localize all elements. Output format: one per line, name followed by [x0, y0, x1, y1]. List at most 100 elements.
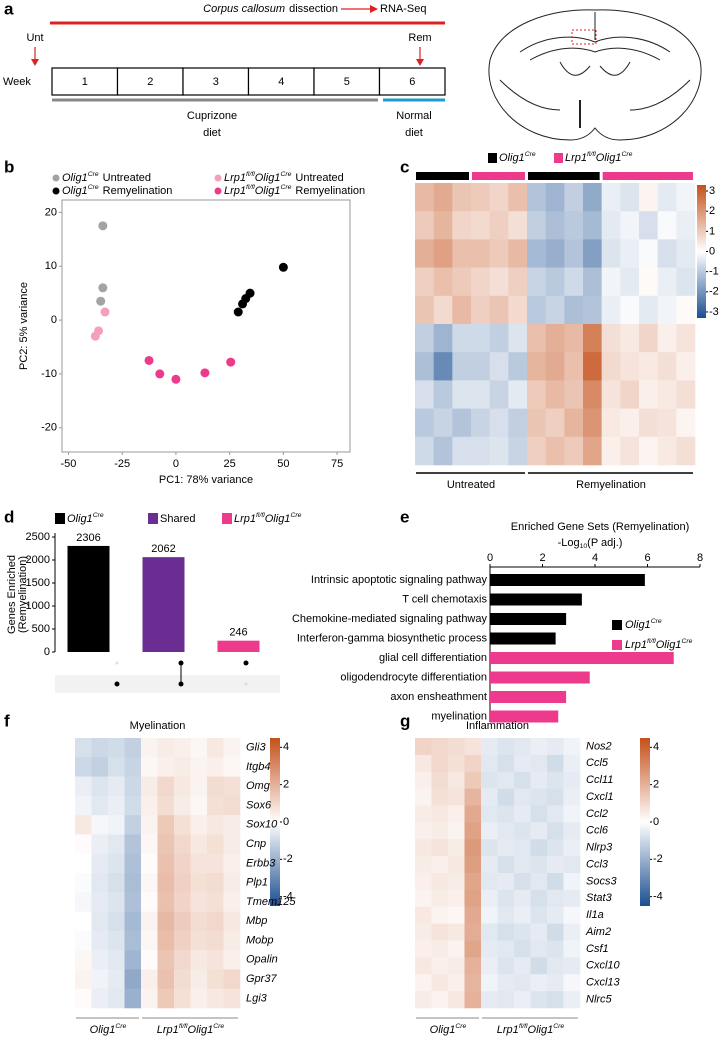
heatmap-cell: [190, 950, 208, 970]
heatmap-cell: [91, 873, 109, 893]
heatmap-cell: [527, 211, 546, 240]
legend-label: Shared: [160, 513, 195, 525]
heatmap-cell: [75, 911, 92, 932]
row-label: Mobp: [246, 934, 274, 946]
week-number: 4: [278, 76, 284, 88]
text-part: Olig1: [255, 172, 281, 184]
heatmap-cell: [620, 352, 640, 381]
heatmap-cell: [452, 239, 472, 268]
heatmap-cell: [448, 889, 465, 908]
heatmap-cell: [547, 974, 564, 992]
heatmap-cell: [223, 795, 241, 816]
x-tick-label: 50: [277, 458, 289, 470]
heatmap-cell: [223, 738, 241, 758]
heatmap-cell: [514, 923, 531, 941]
heatmap-cell: [564, 324, 584, 353]
heatmap-cell: [583, 239, 602, 268]
row-label: Itgb4: [246, 761, 270, 773]
week-number: 1: [82, 76, 88, 88]
plot-frame: [61, 199, 351, 453]
text-part: Lrp1: [234, 513, 256, 525]
row-label: Ccl6: [586, 825, 609, 837]
heatmap-cell: [547, 856, 564, 874]
heatmap-cell: [415, 295, 434, 325]
heatmap-cell: [75, 988, 92, 1009]
heatmap-cell: [563, 754, 581, 773]
heatmap-cell: [639, 183, 658, 212]
row-label: Ccl2: [586, 808, 608, 820]
category-label: Chemokine-mediated signaling pathway: [292, 613, 488, 625]
heatmap-cell: [157, 757, 175, 777]
heatmap-cell: [497, 906, 515, 924]
heatmap-cell: [91, 853, 109, 874]
heatmap-cell: [448, 974, 465, 992]
heatmap-cell: [481, 856, 498, 874]
y-tick-label: 500: [32, 623, 50, 635]
colorbar: [640, 738, 650, 906]
heatmap-cell: [657, 324, 677, 353]
heatmap-cell: [452, 183, 472, 212]
text-part: Olig1: [90, 1024, 116, 1036]
heatmap-cell: [108, 892, 125, 912]
heatmap-cell: [431, 738, 449, 756]
heatmap-cell: [141, 815, 158, 835]
heatmap-cell: [464, 873, 482, 891]
bar: [490, 613, 567, 625]
heatmap-cell: [676, 183, 696, 212]
y-tick-label: -20: [41, 422, 57, 434]
text-part: Lrp1: [565, 152, 587, 164]
heatmap-cell: [157, 930, 175, 951]
heatmap-cell: [563, 889, 581, 908]
heatmap-cell: [657, 380, 677, 409]
legend-marker: [214, 174, 222, 182]
data-point: [226, 357, 236, 367]
row-label: Socs3: [586, 875, 617, 887]
heatmap-cell: [547, 839, 564, 857]
heatmap-cell: [174, 892, 191, 912]
heatmap-cell: [481, 889, 498, 908]
heatmap-cell: [448, 923, 465, 941]
heatmap-cell: [530, 906, 548, 924]
heatmap-cell: [108, 853, 125, 874]
heatmap-cell: [415, 754, 432, 773]
heatmap-cell: [207, 834, 224, 855]
heatmap-cell: [564, 267, 584, 297]
category-label: myelination: [431, 710, 487, 722]
data-point: [278, 262, 288, 272]
heatmap-cell: [583, 408, 602, 438]
text-part: Lrp1: [224, 172, 246, 184]
heatmap-cell: [190, 776, 208, 797]
text-part: Cre: [290, 512, 301, 519]
heatmap-cell: [207, 757, 224, 777]
heatmap-cell: [639, 324, 658, 353]
heatmap-cell: [547, 771, 564, 789]
heatmap-cell: [431, 754, 449, 773]
heatmap-cell: [464, 754, 482, 773]
heatmap-cell: [481, 788, 498, 806]
heatmap-cell: [497, 754, 515, 773]
heatmap-cell: [471, 408, 490, 438]
heatmap-cell: [657, 408, 677, 438]
heatmap-cell: [583, 380, 602, 409]
text-part: Lrp1: [497, 1024, 519, 1036]
diet-label: Normal: [396, 110, 431, 122]
heatmap-cell: [563, 923, 581, 941]
y-tick-label: 2000: [26, 554, 50, 566]
heatmap-cell: [448, 805, 465, 823]
timepoint-label: Rem: [408, 32, 431, 44]
legend-swatch: [55, 513, 65, 524]
heatmap-cell: [676, 352, 696, 381]
colorbar-tick-label: -3: [709, 306, 719, 318]
timepoint-arrowhead: [416, 59, 424, 66]
heatmap-cell: [174, 988, 191, 1009]
panel-label: g: [400, 711, 410, 730]
heatmap-cell: [124, 738, 142, 758]
legend-label: Lrp1fl/flOlig1Cre: [234, 512, 302, 525]
heatmap-cell: [415, 771, 432, 789]
data-point: [100, 307, 110, 317]
text-part: fl/fl: [647, 638, 656, 645]
title-arrowhead: [370, 5, 378, 13]
heatmap-cell: [471, 183, 490, 212]
heatmap-cell: [108, 738, 125, 758]
heatmap-cell: [527, 352, 546, 381]
